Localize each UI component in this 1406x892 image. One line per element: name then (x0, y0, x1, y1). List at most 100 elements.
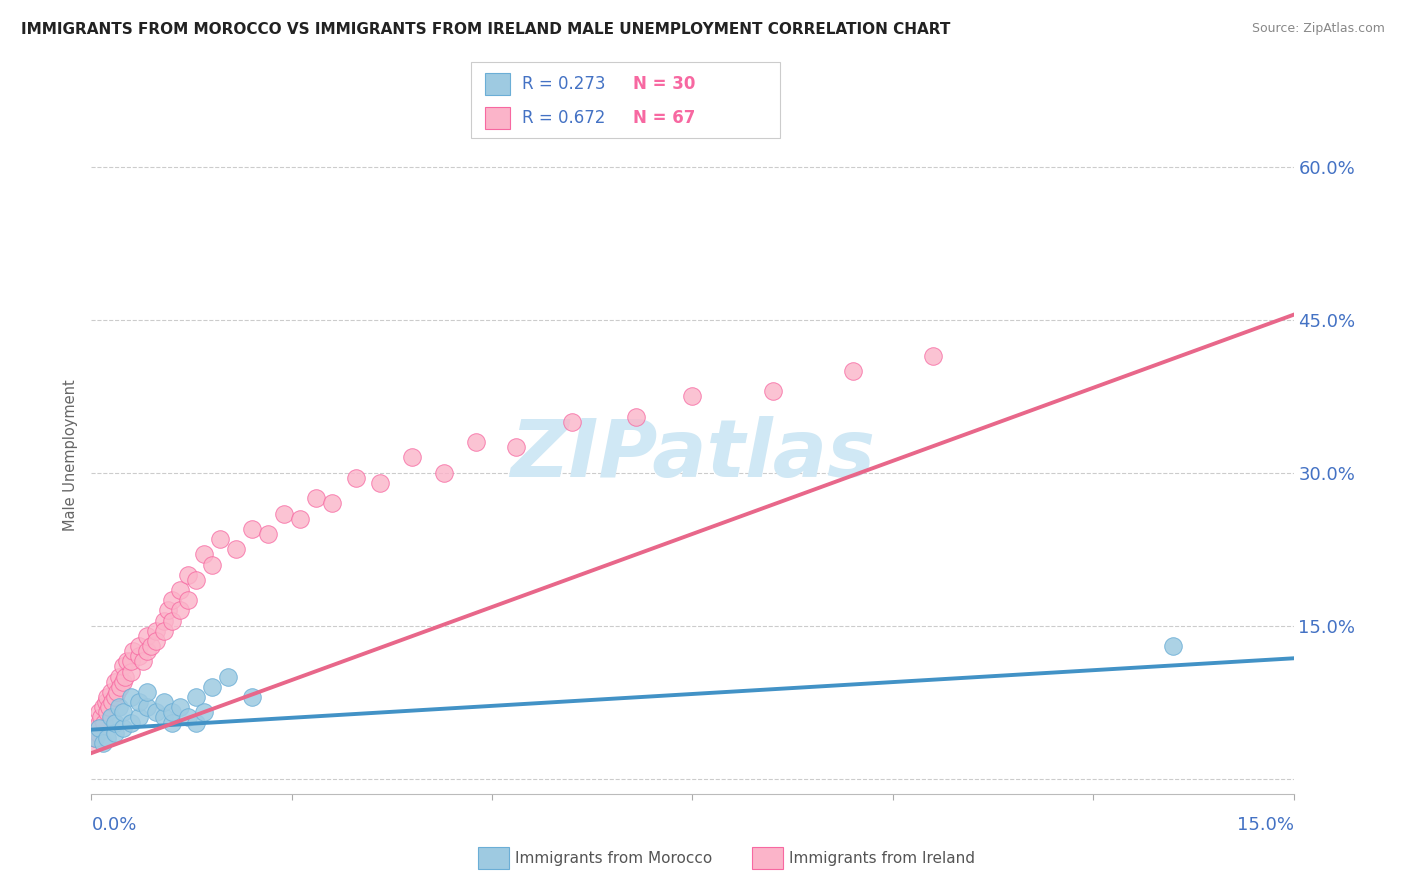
Point (169, 700, 191, 714)
Point (89, 721, 111, 735)
Point (184, 573, 207, 587)
Point (84, 731, 107, 745)
Point (121, 690, 143, 704)
Point (91, 700, 114, 714)
Point (100, 685, 122, 699)
Point (152, 614, 174, 628)
Text: Immigrants from Morocco: Immigrants from Morocco (515, 851, 711, 865)
Point (132, 654, 155, 668)
Point (201, 680, 224, 694)
Point (145, 624, 167, 638)
Point (465, 435, 488, 450)
Point (321, 496, 343, 510)
Point (145, 706, 167, 720)
Point (112, 674, 135, 689)
Point (96, 706, 118, 720)
Point (104, 674, 127, 689)
Point (160, 593, 183, 607)
Point (433, 466, 456, 480)
Point (505, 440, 527, 454)
Point (84, 721, 107, 735)
Point (344, 471, 367, 485)
Point (152, 624, 174, 638)
Point (176, 593, 198, 607)
Point (217, 670, 239, 684)
Point (112, 706, 135, 720)
Point (169, 603, 191, 617)
Point (94, 695, 117, 709)
Point (240, 522, 263, 536)
Text: N = 30: N = 30 (633, 75, 695, 94)
Point (110, 680, 132, 694)
Point (1163, 639, 1185, 653)
Point (762, 384, 785, 399)
Point (128, 695, 150, 709)
Point (101, 695, 124, 709)
Point (82, 736, 104, 750)
Point (152, 695, 174, 709)
Point (128, 639, 150, 653)
Point (176, 710, 198, 724)
Text: ZIPatlas: ZIPatlas (510, 416, 875, 494)
Point (107, 670, 129, 684)
Point (273, 507, 295, 521)
Point (169, 582, 191, 597)
Point (100, 710, 122, 724)
Point (288, 511, 311, 525)
Y-axis label: Male Unemployment: Male Unemployment (63, 379, 79, 531)
Point (152, 710, 174, 724)
Point (104, 725, 127, 739)
Point (108, 700, 131, 714)
Point (93, 736, 115, 750)
Point (368, 475, 391, 490)
Text: 0.0%: 0.0% (91, 816, 136, 834)
Point (90, 710, 112, 724)
Point (121, 665, 143, 679)
Point (141, 639, 163, 653)
Point (93, 715, 115, 730)
Point (184, 715, 207, 730)
Point (96, 731, 118, 745)
Text: Immigrants from Ireland: Immigrants from Ireland (789, 851, 974, 865)
Point (104, 715, 127, 730)
Point (104, 690, 127, 704)
Point (87, 725, 110, 739)
Point (121, 715, 143, 730)
Point (184, 690, 207, 704)
Point (136, 629, 159, 643)
Point (225, 542, 247, 557)
Point (89, 706, 111, 720)
Point (96, 690, 118, 704)
Point (114, 670, 136, 684)
Point (160, 706, 183, 720)
Point (193, 706, 215, 720)
Point (193, 547, 215, 561)
Point (121, 654, 143, 668)
Point (156, 603, 179, 617)
Point (201, 558, 224, 572)
Point (305, 491, 328, 506)
Text: R = 0.672: R = 0.672 (522, 109, 605, 128)
Point (136, 700, 159, 714)
Text: R = 0.273: R = 0.273 (522, 75, 605, 94)
Point (136, 685, 159, 699)
Point (145, 634, 167, 648)
Point (128, 649, 150, 664)
Point (83, 731, 105, 745)
Point (122, 644, 145, 658)
Point (105, 685, 128, 699)
Point (626, 409, 648, 424)
Point (176, 567, 198, 582)
Text: 15.0%: 15.0% (1236, 816, 1294, 834)
Point (561, 415, 583, 429)
Point (136, 644, 159, 658)
Point (98, 700, 121, 714)
Text: Source: ZipAtlas.com: Source: ZipAtlas.com (1251, 22, 1385, 36)
Point (89, 715, 111, 730)
Point (922, 349, 945, 363)
Point (401, 450, 423, 465)
Point (208, 532, 231, 546)
Text: N = 67: N = 67 (633, 109, 695, 128)
Point (256, 527, 278, 541)
Point (160, 614, 183, 628)
